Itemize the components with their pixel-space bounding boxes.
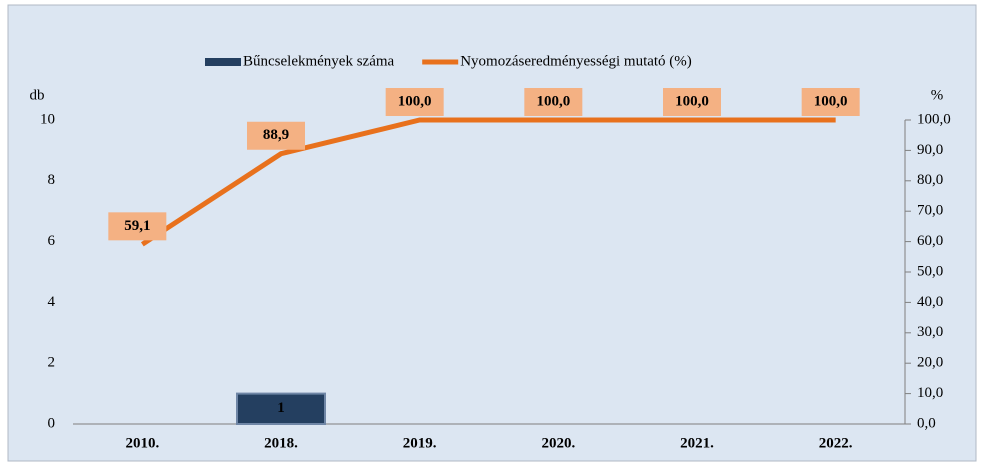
data-label: 100,0 (536, 93, 570, 109)
y2-tick-label: 80,0 (917, 172, 943, 188)
y2-tick-label: 0,0 (917, 415, 936, 431)
data-label-bg (247, 121, 305, 150)
x-tick-label: 2022. (819, 435, 853, 451)
y-tick-label: 0 (48, 415, 56, 431)
y2-tick-label: 90,0 (917, 142, 943, 158)
y2-tick-label: 40,0 (917, 294, 943, 310)
legend-label: Bűncselekmények száma (243, 53, 395, 69)
data-label-bg (663, 88, 721, 116)
y-tick-label: 2 (48, 355, 56, 371)
data-label-bg (108, 212, 167, 241)
x-tick-label: 2010. (125, 435, 159, 451)
y-tick-label: 4 (48, 294, 56, 310)
y-axis-label: db (30, 87, 45, 103)
data-label: 59,1 (124, 218, 150, 234)
bar-label: 1 (277, 400, 285, 416)
data-label-bg (385, 88, 444, 116)
y2-axis-label: % (931, 87, 944, 103)
chart-background (7, 4, 977, 462)
x-tick-label: 2020. (541, 435, 575, 451)
y-tick-label: 10 (40, 111, 55, 127)
y2-tick-label: 60,0 (917, 233, 943, 249)
bar (236, 392, 326, 426)
y2-tick-label: 30,0 (917, 324, 943, 340)
data-label-bg (524, 88, 583, 116)
y-tick-label: 6 (48, 233, 56, 249)
data-label: 100,0 (814, 93, 848, 109)
y2-tick-label: 100,0 (917, 111, 951, 127)
data-label: 100,0 (675, 93, 709, 109)
x-tick-label: 2019. (403, 435, 437, 451)
y2-tick-label: 70,0 (917, 203, 943, 219)
legend-swatch (205, 58, 241, 66)
y2-tick-label: 50,0 (917, 263, 943, 279)
y2-tick-label: 20,0 (917, 355, 943, 371)
y2-tick-label: 10,0 (917, 385, 943, 401)
data-label: 88,9 (263, 127, 289, 143)
data-label: 100,0 (398, 93, 432, 109)
line (140, 117, 836, 247)
data-label-bg (801, 88, 860, 116)
legend-label: Nyomozáseredményességi mutató (%) (460, 53, 692, 69)
y-tick-label: 8 (48, 172, 56, 188)
x-tick-label: 2018. (264, 435, 298, 451)
x-tick-label: 2021. (680, 435, 714, 451)
